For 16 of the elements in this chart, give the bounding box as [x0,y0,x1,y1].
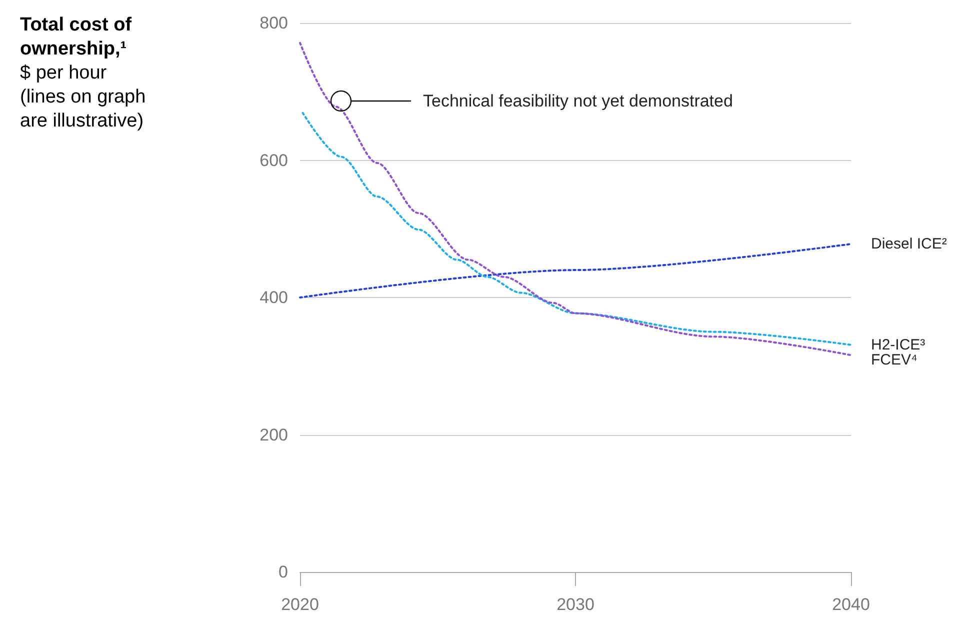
x-tick-label: 2020 [281,595,319,614]
y-tick-label: 800 [260,14,288,32]
line-series [299,42,852,356]
x-tick-label: 2030 [556,595,594,614]
y-tick-label: 600 [260,150,288,170]
text: Total cost of ownership,¹ [20,14,137,60]
x-tick-label: 2040 [832,595,870,614]
series-label: H2-ICE³ [871,336,926,354]
line-series [302,112,852,346]
y-tick-label: 400 [260,288,288,307]
y-tick-label: 200 [260,425,288,444]
series-label: FCEV⁴ [871,351,918,368]
y-tick-label: 0 [278,562,288,582]
series-label: Diesel ICE² [871,235,947,252]
annotation: Technical feasibility not yet demonstrated [423,92,733,110]
text: $ per hour (lines on graph are illustrative) [20,62,146,132]
